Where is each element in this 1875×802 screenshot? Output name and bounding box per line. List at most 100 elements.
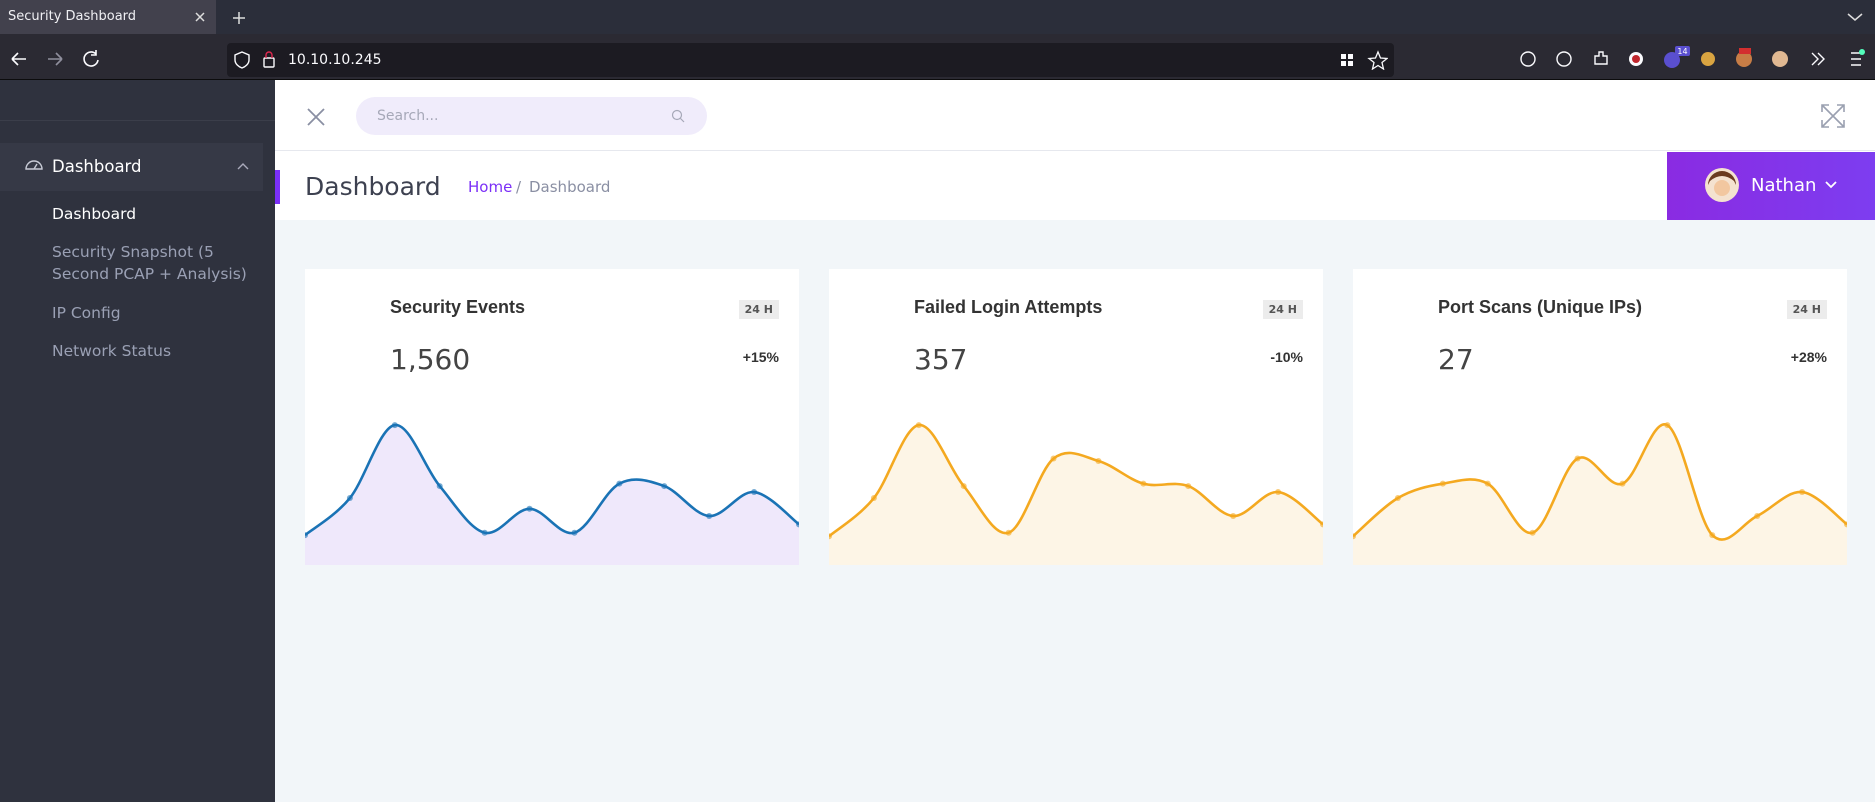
sparkline-area	[829, 425, 1323, 565]
tab-list[interactable]	[1845, 10, 1865, 24]
sparkline-point	[751, 489, 758, 496]
sparkline-point	[1320, 521, 1323, 528]
sparkline-point	[1799, 489, 1806, 496]
sparkline-point	[661, 483, 668, 490]
card-value: 1,560	[390, 343, 471, 376]
dashboard-icon	[25, 160, 43, 170]
search-icon[interactable]	[670, 108, 686, 124]
sparkline-point	[481, 529, 488, 536]
period-badge: 24 H	[1262, 300, 1303, 319]
sidebar-section[interactable]	[0, 143, 263, 191]
url-actions	[1341, 50, 1388, 70]
user-avatar	[1705, 168, 1739, 202]
card-change: +15%	[742, 349, 779, 365]
sparkline-point	[706, 512, 713, 519]
tab-icons	[195, 12, 245, 24]
user-menu[interactable]	[1667, 152, 1875, 220]
breadcrumb-home[interactable]: Home	[468, 178, 513, 196]
top-header	[275, 80, 1875, 151]
sparkline-point	[1754, 512, 1761, 519]
sidebar-logo-area	[0, 80, 275, 121]
stat-card: Failed Login Attempts 24 H 357 -10%	[829, 269, 1323, 565]
sparkline-point	[1185, 483, 1192, 490]
sparkline-point	[1275, 489, 1282, 496]
sparkline-point	[1095, 457, 1102, 464]
sparkline-point	[960, 483, 967, 490]
sparkline-point	[1353, 533, 1356, 540]
period-badge: 24 H	[1786, 300, 1827, 319]
close-tab[interactable]	[195, 12, 205, 22]
stat-card: Security Events 24 H 1,560 +15%	[305, 269, 799, 565]
sparkline-point	[1230, 512, 1237, 519]
page-title-bar	[275, 151, 1875, 220]
sidebar-item[interactable]: IP Config	[52, 304, 121, 322]
sidebar	[0, 80, 275, 802]
breadcrumb-current: Dashboard	[529, 178, 611, 196]
sparkline-point	[1619, 480, 1626, 487]
sparkline-point	[1050, 455, 1057, 462]
sparkline-point	[1664, 422, 1671, 429]
card-change: -10%	[1270, 349, 1303, 365]
sparkline-point	[1439, 480, 1446, 487]
sparkline-point	[829, 533, 832, 540]
close-menu-button[interactable]	[306, 107, 326, 127]
card-value: 27	[1438, 343, 1474, 376]
sparkline-area	[1353, 424, 1847, 565]
bookmark-star[interactable]	[1367, 50, 1388, 70]
sparkline-point	[526, 505, 533, 512]
sparkline-point	[915, 422, 922, 429]
nav-buttons	[11, 50, 99, 67]
sparkline	[1353, 422, 1847, 565]
sidebar-item[interactable]: Security Snapshot (5 Second PCAP + Analy…	[52, 243, 247, 283]
search-box[interactable]	[356, 97, 707, 135]
sparkline-point	[1844, 521, 1847, 528]
tab-bar	[0, 0, 1875, 34]
url-icons	[234, 51, 275, 69]
sparkline-point	[796, 521, 799, 528]
user-name: Nathan	[1751, 175, 1817, 196]
back-button[interactable]	[11, 52, 26, 66]
forward-button[interactable]	[48, 52, 63, 66]
browser-tab[interactable]: Security Dashboard	[0, 0, 216, 34]
user-chevron	[1825, 181, 1837, 189]
tab-title: Security Dashboard	[8, 9, 137, 24]
sparkline	[305, 422, 799, 565]
card-value: 357	[914, 343, 968, 376]
sparkline-point	[1394, 495, 1401, 502]
extension-badge: 14	[1677, 47, 1687, 56]
stat-card: Port Scans (Unique IPs) 24 H 27 +28%	[1353, 269, 1847, 565]
sparkline-point	[305, 532, 308, 539]
title-accent	[275, 170, 280, 204]
card-title: Security Events	[390, 297, 526, 317]
sidebar-item[interactable]: Dashboard	[52, 205, 137, 223]
sparkline-point	[1005, 529, 1012, 536]
toolbar-icons: 14	[1520, 46, 1865, 68]
sparkline-point	[436, 483, 443, 490]
url-text: 10.10.10.245	[288, 52, 382, 68]
url-bar[interactable]	[227, 43, 1394, 77]
card-change: +28%	[1790, 349, 1827, 365]
sidebar-item[interactable]: Network Status	[52, 342, 172, 360]
collapse-chevron[interactable]	[236, 161, 250, 171]
sparkline-point	[1574, 455, 1581, 462]
card-title: Port Scans (Unique IPs)	[1438, 297, 1643, 317]
sparkline-point	[870, 495, 877, 502]
sparkline-point	[1484, 480, 1491, 487]
page-title: Dashboard	[305, 172, 441, 201]
card-title: Failed Login Attempts	[914, 297, 1103, 317]
sparkline-point	[1140, 480, 1147, 487]
sparkline-point	[616, 480, 623, 487]
period-badge: 24 H	[738, 300, 779, 319]
reload-button[interactable]	[83, 50, 99, 67]
sparkline-point	[346, 495, 353, 502]
sparkline	[829, 422, 1323, 565]
search-placeholder: Search...	[377, 108, 439, 124]
sparkline-point	[391, 422, 398, 429]
sparkline-area	[305, 425, 799, 565]
sparkline-point	[571, 529, 578, 536]
sparkline-point	[1709, 532, 1716, 539]
breadcrumb-separator: /	[516, 178, 522, 196]
new-tab[interactable]	[233, 12, 245, 24]
fullscreen-button[interactable]	[1820, 103, 1846, 129]
